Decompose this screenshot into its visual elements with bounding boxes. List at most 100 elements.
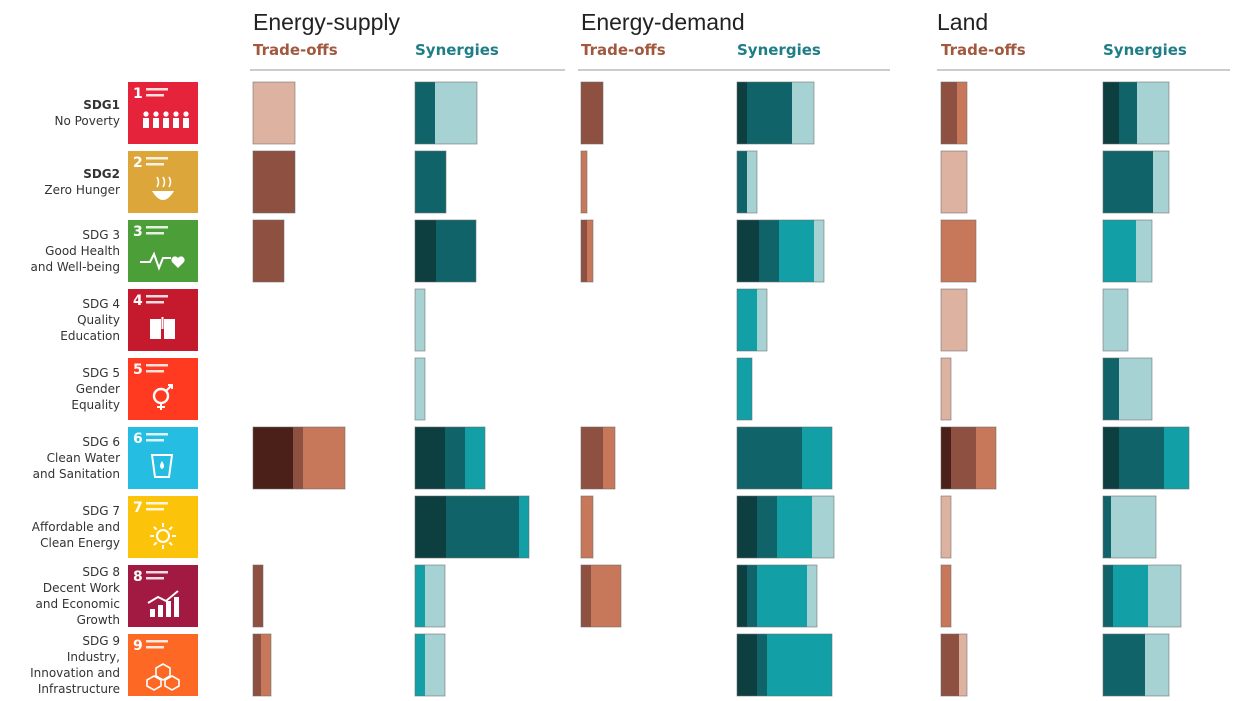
bar-segment-land-trade-offs-row1-s2 xyxy=(941,82,957,144)
bar-segment-land-synergies-row5-s4 xyxy=(1119,358,1152,420)
bar-outline xyxy=(736,564,818,628)
bar-segment-energy-demand-synergies-row8-s3 xyxy=(757,565,807,627)
bar-outline xyxy=(414,219,477,283)
bar-segment-land-synergies-row1-s2 xyxy=(1119,82,1137,144)
bar-segment-energy-demand-synergies-row9-s3 xyxy=(767,634,832,696)
bar-segment-land-trade-offs-row6-s2 xyxy=(951,427,976,489)
sdg-name-label: and Sanitation xyxy=(33,467,120,481)
bar-segment-energy-supply-trade-offs-row6-s2 xyxy=(293,427,303,489)
bar-segment-energy-demand-synergies-row2-s4 xyxy=(747,151,757,213)
book-icon xyxy=(150,317,175,339)
bar-outline xyxy=(414,81,478,145)
sdg-tile-number: 4 xyxy=(133,293,143,309)
sdg-tile-background xyxy=(128,220,198,282)
bar-outline xyxy=(940,81,968,145)
bar-segment-energy-demand-trade-offs-row8-s3 xyxy=(591,565,621,627)
sdg-code-label: SDG 3 xyxy=(82,228,120,242)
bar-segment-energy-supply-trade-offs-row8-s2 xyxy=(253,565,263,627)
energy-demand-tradeoffs-header: Trade-offs xyxy=(581,41,666,59)
energy-demand-title: Energy-demand xyxy=(581,9,745,35)
cubes-icon xyxy=(146,663,180,691)
bar-segment-land-synergies-row4-s4 xyxy=(1103,289,1128,351)
sdg-name-label: Industry, xyxy=(67,650,120,664)
bar-segment-energy-demand-synergies-row6-s2 xyxy=(737,427,802,489)
bar-outline xyxy=(940,357,952,421)
bar-outline xyxy=(1102,150,1170,214)
bar-segment-energy-supply-synergies-row4-s4 xyxy=(415,289,425,351)
bar-segment-land-synergies-row8-s3 xyxy=(1113,565,1148,627)
sdg-code-label: SDG2 xyxy=(83,167,120,181)
bar-outline xyxy=(414,150,447,214)
bar-segment-energy-demand-synergies-row2-s2 xyxy=(737,151,747,213)
bar-segment-land-synergies-row7-s2 xyxy=(1103,496,1111,558)
bar-segment-energy-demand-trade-offs-row3-s3 xyxy=(587,220,593,282)
bar-segment-energy-supply-synergies-row3-s2 xyxy=(436,220,476,282)
sdg-tile-number: 7 xyxy=(133,500,143,516)
energy-demand-synergies-header: Synergies xyxy=(737,41,821,59)
sdg-code-label: SDG 9 xyxy=(82,634,120,648)
sdg-1-tile: 1 xyxy=(128,82,198,144)
bar-segment-energy-supply-synergies-row9-s3 xyxy=(415,634,425,696)
water-icon xyxy=(150,454,174,478)
sdg-tile-number: 8 xyxy=(133,569,143,585)
sdg-tile-background xyxy=(128,427,198,489)
bar-segment-land-synergies-row1-s4 xyxy=(1137,82,1169,144)
bar-segment-land-synergies-row8-s4 xyxy=(1148,565,1181,627)
bar-segment-energy-demand-synergies-row9-s2 xyxy=(757,634,767,696)
bar-segment-land-trade-offs-row9-s2 xyxy=(941,634,959,696)
bar-segment-energy-supply-trade-offs-row1-s4 xyxy=(253,82,295,144)
bar-outline xyxy=(414,288,426,352)
bar-outline xyxy=(736,426,833,490)
bar-outline xyxy=(252,150,296,214)
bar-segment-land-synergies-row2-s2 xyxy=(1103,151,1153,213)
bar-segment-energy-supply-trade-offs-row9-s3 xyxy=(261,634,271,696)
bar-segment-energy-demand-synergies-row9-s1 xyxy=(737,634,757,696)
bar-outline xyxy=(1102,357,1153,421)
bar-segment-energy-demand-synergies-row7-s2 xyxy=(757,496,777,558)
bar-segment-land-trade-offs-row2-s4 xyxy=(941,151,967,213)
energy-supply-title: Energy-supply xyxy=(253,9,401,35)
sdg-tile-background xyxy=(128,634,198,696)
bar-segment-energy-demand-trade-offs-row3-s2 xyxy=(581,220,587,282)
bar-segment-energy-supply-synergies-row2-s2 xyxy=(415,151,446,213)
bar-segment-energy-demand-synergies-row7-s3 xyxy=(777,496,812,558)
bar-segment-land-trade-offs-row3-s3 xyxy=(941,220,976,282)
bar-segment-land-synergies-row3-s4 xyxy=(1136,220,1152,282)
sdg-tile-number: 5 xyxy=(133,362,143,378)
bowl-icon xyxy=(152,176,174,200)
bar-segment-energy-supply-synergies-row8-s4 xyxy=(425,565,445,627)
bar-segment-energy-supply-trade-offs-row3-s2 xyxy=(253,220,284,282)
bar-segment-energy-demand-synergies-row4-s3 xyxy=(737,289,757,351)
heartbeat-icon xyxy=(140,251,185,271)
sdg-7-tile: 7 xyxy=(128,496,198,558)
bar-outline xyxy=(414,357,426,421)
sdg-name-label: Growth xyxy=(77,613,120,627)
sdg-name-label: Innovation and xyxy=(30,666,120,680)
sdg-8-tile: 8 xyxy=(128,565,198,627)
gender-icon xyxy=(152,384,173,410)
bar-outline xyxy=(1102,495,1157,559)
sdg-name-label: Clean Water xyxy=(47,451,120,465)
bar-outline xyxy=(414,495,530,559)
bar-segment-energy-supply-trade-offs-row6-s1 xyxy=(253,427,293,489)
growth-chart-icon xyxy=(147,590,179,617)
bar-segment-energy-demand-synergies-row3-s3 xyxy=(779,220,814,282)
sdg-code-label: SDG 7 xyxy=(82,504,120,518)
bar-segment-energy-demand-synergies-row6-s3 xyxy=(802,427,832,489)
bar-segment-energy-supply-trade-offs-row6-s3 xyxy=(303,427,345,489)
bar-segment-land-trade-offs-row5-s4 xyxy=(941,358,951,420)
bar-outline xyxy=(940,495,952,559)
bar-outline xyxy=(940,288,968,352)
bar-outline xyxy=(736,150,758,214)
sdg-name-label: Good Health xyxy=(45,244,120,258)
bar-segment-land-synergies-row6-s3 xyxy=(1164,427,1189,489)
bar-segment-energy-supply-synergies-row7-s1 xyxy=(415,496,446,558)
bar-outline xyxy=(414,426,486,490)
bar-outline xyxy=(252,564,264,628)
bar-segment-energy-demand-synergies-row3-s4 xyxy=(814,220,824,282)
sdg-code-label: SDG1 xyxy=(83,98,120,112)
bar-segment-land-trade-offs-row8-s3 xyxy=(941,565,951,627)
sun-icon xyxy=(150,523,176,549)
bar-segment-energy-supply-synergies-row6-s1 xyxy=(415,427,445,489)
bar-segment-energy-demand-synergies-row8-s1 xyxy=(737,565,747,627)
